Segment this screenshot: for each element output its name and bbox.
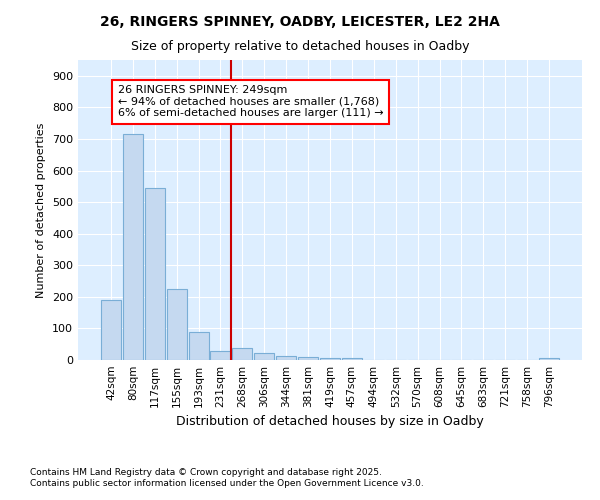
Bar xyxy=(167,289,187,360)
Bar xyxy=(188,332,209,360)
Text: Size of property relative to detached houses in Oadby: Size of property relative to detached ho… xyxy=(131,40,469,53)
X-axis label: Distribution of detached houses by size in Oadby: Distribution of detached houses by size … xyxy=(176,416,484,428)
Text: Contains HM Land Registry data © Crown copyright and database right 2025.
Contai: Contains HM Land Registry data © Crown c… xyxy=(30,468,424,487)
Bar xyxy=(211,350,230,360)
Bar xyxy=(276,356,296,360)
Bar xyxy=(145,188,165,360)
Bar xyxy=(254,353,274,360)
Text: 26, RINGERS SPINNEY, OADBY, LEICESTER, LE2 2HA: 26, RINGERS SPINNEY, OADBY, LEICESTER, L… xyxy=(100,15,500,29)
Y-axis label: Number of detached properties: Number of detached properties xyxy=(37,122,46,298)
Bar xyxy=(320,358,340,360)
Bar xyxy=(298,357,318,360)
Bar xyxy=(101,300,121,360)
Bar xyxy=(342,358,362,360)
Bar xyxy=(539,358,559,360)
Bar xyxy=(232,348,253,360)
Bar xyxy=(123,134,143,360)
Text: 26 RINGERS SPINNEY: 249sqm
← 94% of detached houses are smaller (1,768)
6% of se: 26 RINGERS SPINNEY: 249sqm ← 94% of deta… xyxy=(118,86,383,118)
